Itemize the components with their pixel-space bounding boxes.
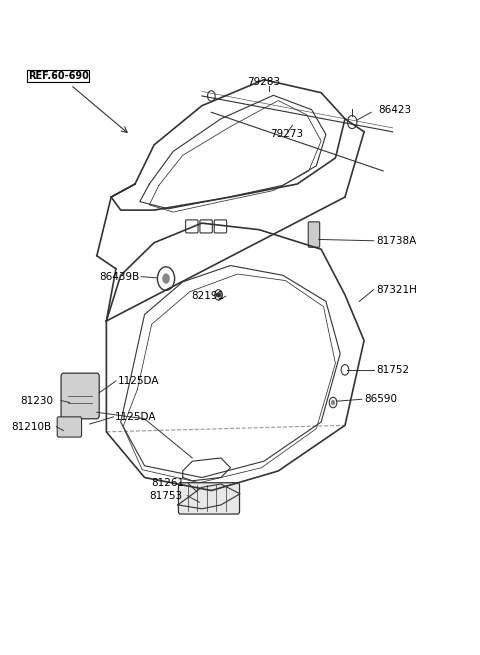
FancyBboxPatch shape [179,483,240,514]
Text: 81753: 81753 [149,491,182,501]
FancyBboxPatch shape [61,373,99,419]
FancyBboxPatch shape [214,220,227,233]
Circle shape [332,401,335,404]
Text: REF.60-690: REF.60-690 [28,71,88,81]
Text: 81261: 81261 [152,477,185,488]
FancyBboxPatch shape [200,220,212,233]
Text: 81752: 81752 [376,365,409,375]
FancyBboxPatch shape [308,222,320,248]
Text: 82191: 82191 [192,291,225,301]
FancyBboxPatch shape [57,417,82,437]
Text: 79273: 79273 [270,129,303,139]
Text: 86423: 86423 [378,105,411,115]
Text: 81210B: 81210B [11,422,51,432]
Circle shape [162,273,170,284]
Text: 79283: 79283 [247,77,280,87]
Text: 81738A: 81738A [376,236,416,246]
Text: 86590: 86590 [364,394,397,404]
Text: 81230: 81230 [21,396,53,405]
FancyBboxPatch shape [186,220,198,233]
Text: 87321H: 87321H [376,285,417,295]
Text: 86439B: 86439B [99,272,140,282]
Circle shape [217,293,220,297]
Text: 1125DA: 1125DA [115,412,156,422]
Text: 1125DA: 1125DA [118,376,160,386]
